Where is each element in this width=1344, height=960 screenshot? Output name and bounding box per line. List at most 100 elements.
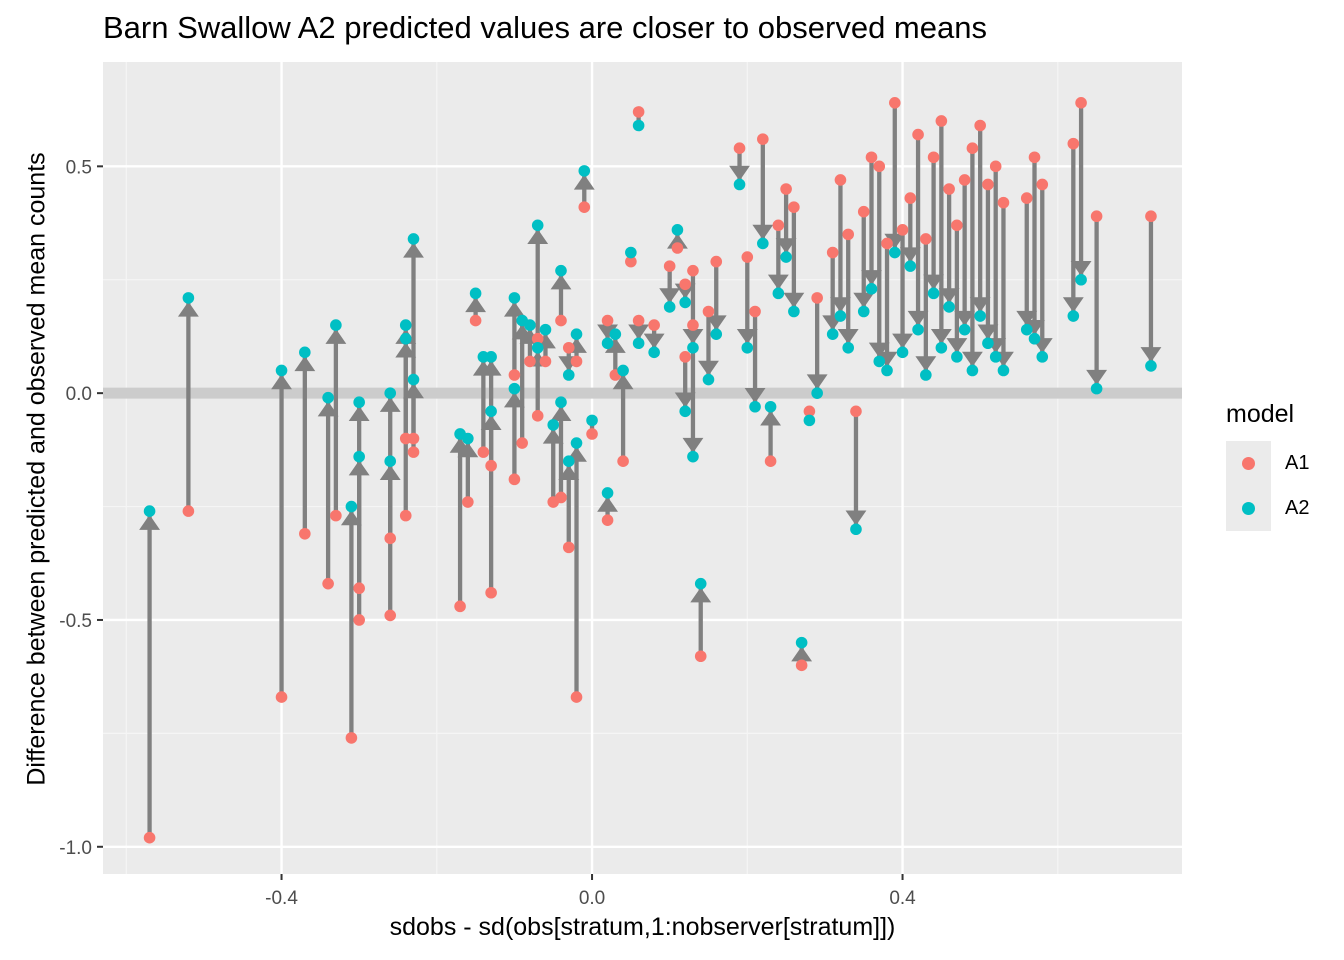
- x-tick-label: -0.4: [265, 888, 298, 909]
- arrowhead: [853, 292, 875, 308]
- arrowhead: [503, 392, 525, 408]
- point-a2: [531, 219, 544, 232]
- points-a1-layer: [143, 97, 1157, 844]
- point-a1: [570, 691, 583, 703]
- arrowhead: [550, 405, 572, 421]
- arrowhead: [830, 297, 851, 313]
- point-a2: [935, 341, 948, 354]
- point-a2: [632, 337, 645, 350]
- axes-layer: -0.4 0.0 0.4 -1.0 -0.5 0.0 0.5: [59, 157, 916, 909]
- point-a1: [741, 251, 754, 263]
- arrowhead: [1140, 347, 1162, 363]
- point-a2: [663, 301, 676, 313]
- arrowhead: [1070, 260, 1092, 277]
- point-a2: [524, 319, 536, 331]
- x-axis-label: sdobs - sd(obs[stratum,1:nobserver[strat…: [389, 913, 896, 941]
- arrowhead: [783, 292, 805, 308]
- arrowhead: [317, 401, 339, 417]
- point-a1: [842, 228, 855, 241]
- arrowhead: [752, 224, 774, 240]
- point-a1: [687, 264, 699, 277]
- point-a1: [555, 491, 567, 504]
- point-a1: [733, 142, 746, 154]
- point-a1: [989, 160, 1002, 173]
- point-a1: [749, 305, 761, 318]
- point-a1: [1075, 97, 1087, 109]
- point-a1: [330, 509, 342, 522]
- arrowhead: [379, 396, 401, 412]
- arrowhead: [760, 410, 782, 426]
- point-a1: [353, 582, 365, 595]
- point-a2: [485, 405, 497, 418]
- point-a2: [757, 237, 769, 250]
- point-a1: [935, 115, 948, 127]
- point-a2: [330, 319, 342, 331]
- point-a1: [516, 437, 528, 449]
- point-a1: [454, 600, 466, 613]
- arrowhead: [698, 360, 719, 376]
- point-a2: [485, 351, 497, 363]
- legend-label-a1: A1: [1285, 452, 1310, 474]
- point-a1: [912, 128, 924, 141]
- arrowhead: [837, 329, 859, 345]
- arrowhead: [868, 342, 890, 358]
- point-a2: [353, 450, 365, 463]
- point-a2: [966, 364, 979, 377]
- legend-title: model: [1226, 400, 1295, 428]
- point-a1: [143, 831, 156, 844]
- arrowhead: [705, 315, 727, 331]
- point-a1: [601, 514, 614, 526]
- point-a2: [601, 487, 614, 499]
- point-a1: [562, 541, 575, 554]
- point-a2: [687, 450, 699, 463]
- point-a1: [485, 586, 497, 599]
- point-a2: [562, 369, 575, 381]
- point-a2: [469, 287, 482, 300]
- point-a2: [958, 323, 971, 336]
- point-a2: [904, 260, 917, 272]
- point-a2: [920, 369, 932, 381]
- arrowhead: [1062, 297, 1084, 313]
- arrowhead: [294, 356, 316, 372]
- arrowhead: [1016, 310, 1038, 326]
- point-a1: [888, 97, 901, 109]
- y-axis-label: Difference between predicted and observe…: [22, 152, 51, 786]
- arrowhead: [340, 510, 362, 526]
- point-a1: [539, 355, 552, 368]
- arrowhead: [465, 297, 487, 313]
- arrowhead: [923, 274, 945, 290]
- point-a2: [562, 455, 575, 467]
- point-a2: [865, 283, 878, 295]
- point-a2: [927, 287, 940, 300]
- point-a2: [764, 400, 777, 413]
- point-a2: [384, 387, 397, 399]
- point-a2: [1145, 360, 1157, 372]
- point-a1: [299, 527, 311, 540]
- point-a2: [826, 328, 839, 340]
- point-a1: [632, 314, 645, 327]
- point-a1: [679, 278, 691, 291]
- arrowhead: [348, 460, 370, 476]
- x-tick-label: 0.0: [579, 888, 605, 909]
- point-a2: [531, 341, 544, 354]
- point-a1: [881, 237, 893, 250]
- point-a1: [1020, 192, 1033, 204]
- point-a2: [353, 396, 365, 409]
- point-a2: [850, 523, 862, 536]
- arrowhead: [767, 274, 789, 290]
- arrowhead: [597, 496, 618, 512]
- point-a1: [803, 405, 816, 418]
- point-a2: [407, 373, 420, 386]
- arrowhead: [775, 238, 797, 254]
- point-a2: [912, 323, 924, 336]
- point-a2: [1075, 273, 1087, 286]
- point-a2: [997, 364, 1010, 377]
- point-a2: [881, 364, 893, 377]
- point-a1: [850, 405, 862, 418]
- point-a1: [687, 319, 699, 331]
- point-a1: [586, 428, 598, 440]
- point-a2: [679, 405, 691, 418]
- point-a1: [632, 106, 645, 118]
- arrowhead: [573, 174, 595, 190]
- point-a2: [772, 287, 785, 300]
